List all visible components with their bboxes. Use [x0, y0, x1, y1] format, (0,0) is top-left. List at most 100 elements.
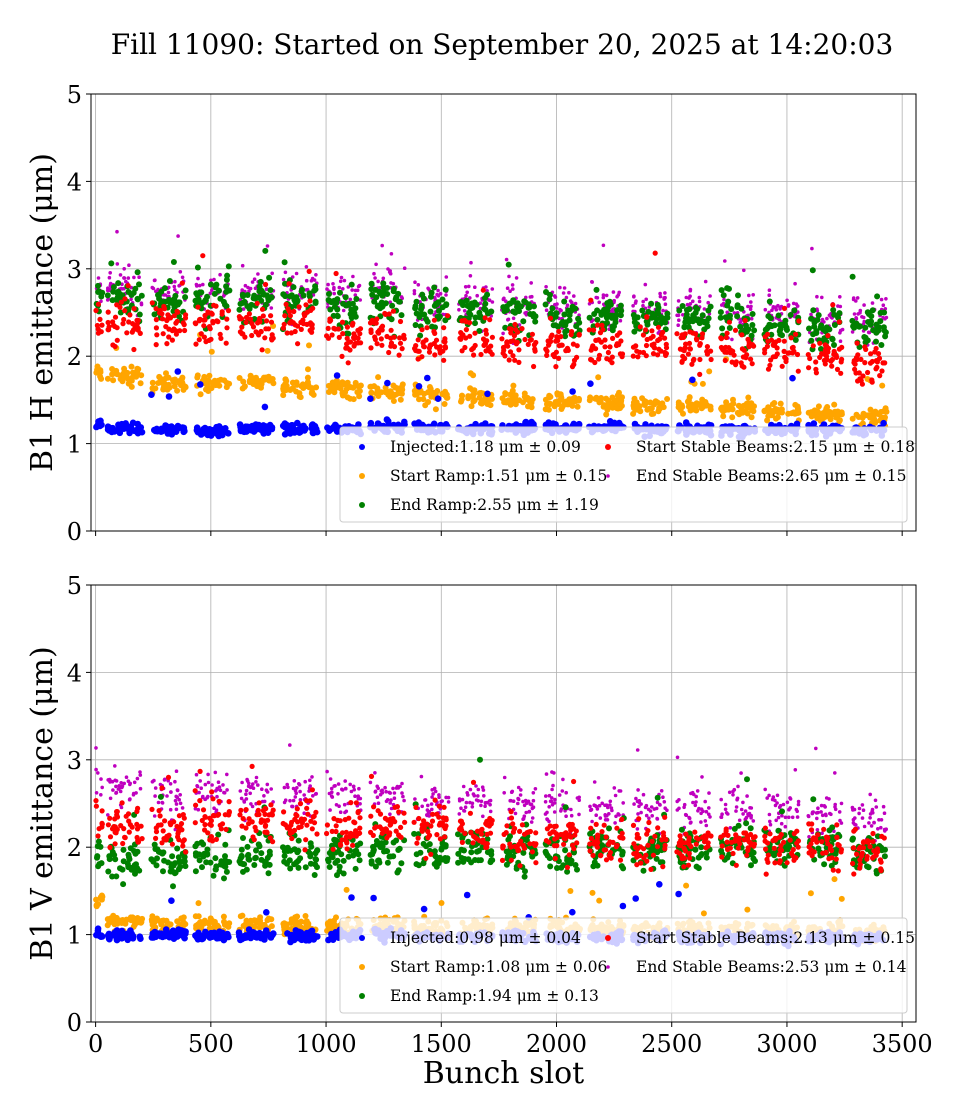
point-start-stable-beams [545, 338, 551, 344]
point-start-ramp [223, 922, 230, 929]
point-end-stable-beams [543, 800, 548, 804]
point-start-ramp [770, 409, 777, 415]
point-end-stable-beams [332, 291, 337, 296]
point-start-stable-beams [499, 336, 505, 342]
point-end-ramp [111, 852, 118, 858]
point-start-stable-beams [559, 342, 565, 348]
point-start-stable-beams [242, 334, 248, 340]
point-end-stable-beams [419, 774, 424, 779]
point-end-stable-beams [173, 288, 177, 292]
point-end-stable-beams [464, 800, 469, 805]
point-start-stable-beams [772, 340, 778, 346]
point-end-stable-beams [430, 795, 434, 799]
point-end-stable-beams [476, 794, 480, 798]
point-end-stable-beams [175, 788, 180, 792]
point-end-ramp [210, 872, 217, 879]
point-end-ramp [262, 301, 269, 308]
point-injected [104, 423, 112, 431]
point-start-ramp [777, 400, 784, 407]
point-start-stable-beams [531, 363, 537, 370]
point-end-stable-beams [726, 812, 730, 816]
legend-marker-injected [359, 444, 365, 450]
point-end-stable-beams [510, 283, 515, 287]
point-start-stable-beams [160, 331, 166, 337]
point-end-stable-beams [502, 775, 507, 780]
point-end-stable-beams [303, 779, 308, 784]
point-start-stable-beams [740, 354, 747, 360]
point-start-stable-beams [774, 351, 780, 357]
point-end-ramp [151, 311, 158, 318]
point-end-ramp [248, 301, 255, 308]
point-start-ramp [217, 376, 224, 383]
point-start-stable-beams [478, 351, 484, 358]
axes-frame [90, 93, 917, 532]
point-end-stable-beams [357, 283, 362, 288]
point-end-ramp [120, 846, 127, 853]
point-start-stable-beams [599, 322, 605, 328]
point-start-stable-beams [549, 332, 555, 338]
point-injected [165, 393, 173, 400]
point-end-stable-beams [96, 771, 100, 775]
point-end-stable-beams [720, 812, 724, 816]
point-end-stable-beams [96, 276, 101, 280]
point-start-stable-beams [135, 317, 141, 324]
point-start-stable-beams [331, 325, 337, 331]
point-end-ramp [481, 305, 488, 312]
point-end-stable-beams [294, 791, 299, 795]
point-start-stable-beams [596, 356, 602, 362]
point-end-stable-beams [402, 266, 407, 271]
point-end-stable-beams [162, 778, 167, 782]
point-end-ramp [546, 296, 553, 303]
point-end-stable-beams [472, 793, 477, 798]
point-start-stable-beams [399, 346, 405, 352]
point-start-stable-beams [442, 344, 448, 350]
point-end-ramp [353, 296, 360, 302]
point-end-ramp [763, 326, 770, 333]
point-start-stable-beams [553, 364, 559, 370]
point-start-stable-beams [872, 349, 878, 355]
point-end-stable-beams [739, 807, 744, 812]
point-end-stable-beams [470, 805, 475, 809]
point-end-ramp [252, 295, 259, 302]
point-start-ramp [95, 901, 102, 908]
point-end-stable-beams [436, 288, 440, 293]
point-end-ramp [115, 280, 122, 287]
point-start-ramp [303, 383, 309, 390]
point-end-stable-beams [595, 807, 600, 811]
point-end-stable-beams [122, 267, 126, 271]
point-end-stable-beams [389, 252, 394, 256]
point-start-ramp [834, 413, 841, 420]
point-end-stable-beams [212, 806, 216, 810]
point-end-stable-beams [544, 794, 548, 798]
point-end-stable-beams [310, 775, 314, 779]
point-end-stable-beams [304, 265, 309, 269]
point-start-stable-beams [415, 356, 421, 362]
point-end-stable-beams [348, 297, 353, 302]
point-end-stable-beams [521, 817, 525, 821]
point-end-ramp [811, 318, 818, 325]
point-end-ramp [172, 869, 179, 876]
point-end-ramp [792, 337, 799, 343]
point-end-ramp [165, 859, 171, 866]
point-start-stable-beams [298, 326, 304, 332]
point-end-stable-beams [882, 827, 887, 832]
point-end-ramp [861, 334, 868, 340]
point-end-stable-beams [881, 303, 886, 308]
point-start-stable-beams [124, 330, 130, 336]
point-start-stable-beams [249, 320, 255, 327]
point-end-ramp [683, 307, 690, 313]
point-start-ramp [342, 389, 349, 396]
point-end-stable-beams [533, 787, 538, 791]
point-start-ramp [729, 414, 736, 421]
point-end-stable-beams [749, 806, 754, 810]
point-end-stable-beams [167, 285, 171, 290]
point-start-stable-beams [340, 331, 346, 337]
point-start-ramp [297, 394, 304, 401]
point-end-stable-beams [545, 817, 549, 821]
point-end-ramp [864, 309, 871, 316]
point-end-ramp [345, 330, 352, 337]
point-end-stable-beams [344, 786, 348, 791]
point-start-stable-beams [433, 337, 440, 343]
point-end-ramp [484, 310, 491, 317]
point-end-stable-beams [480, 785, 485, 789]
